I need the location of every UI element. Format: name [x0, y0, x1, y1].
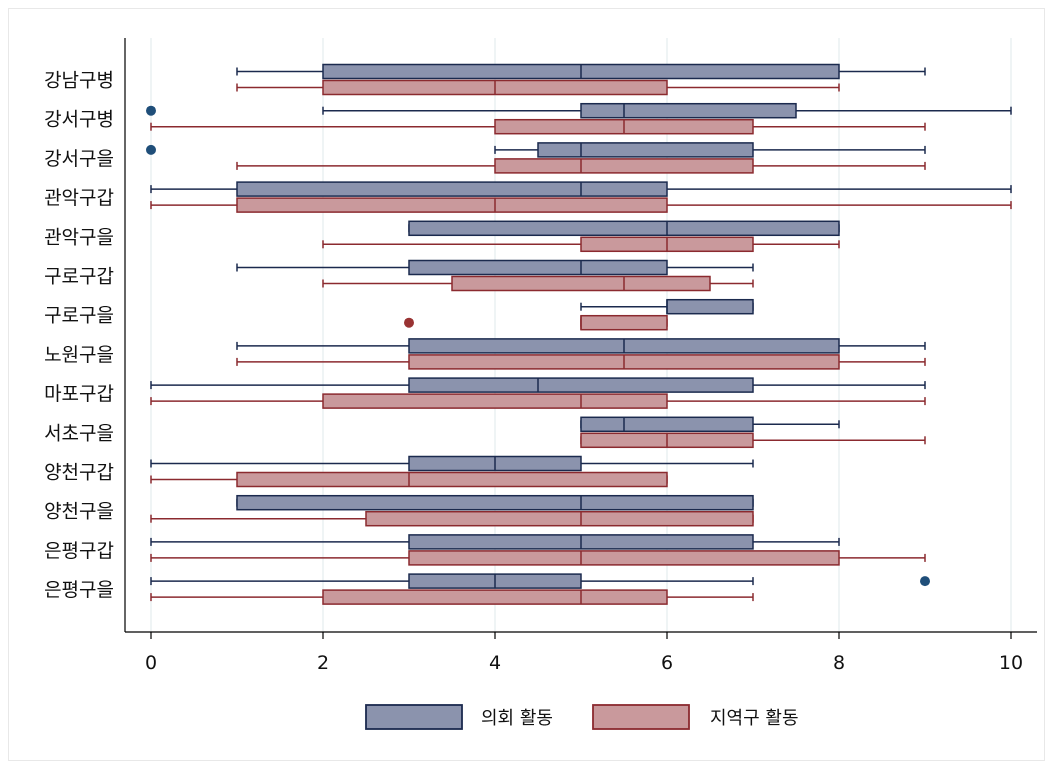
box-group [236, 338, 926, 354]
box-iqr [408, 550, 840, 566]
box-group [150, 550, 926, 566]
box-iqr [451, 275, 711, 292]
box-group [236, 259, 754, 276]
outlier-point [404, 317, 414, 328]
box-group [150, 510, 754, 527]
box-group [236, 79, 840, 96]
box-group [322, 275, 754, 292]
box-iqr [322, 393, 668, 409]
box-group [408, 220, 840, 237]
box-iqr [236, 471, 668, 488]
category-label: 양천구을 [44, 501, 114, 523]
box-iqr [580, 314, 668, 331]
box-group [150, 393, 926, 409]
box-group [150, 589, 754, 605]
box-group [580, 298, 754, 315]
outlier-point [920, 576, 930, 587]
category-label: 은평구을 [44, 579, 114, 601]
box-group [146, 102, 1012, 119]
x-tick-label: 8 [833, 652, 845, 674]
category-label: 구로구갑 [44, 266, 114, 288]
box-group [322, 236, 840, 253]
x-tick-label: 2 [317, 652, 329, 674]
outlier-point [146, 105, 156, 116]
box-iqr [494, 158, 754, 174]
category-label: 관악구갑 [44, 187, 114, 209]
x-tick-label: 10 [999, 652, 1023, 674]
box-group [150, 377, 926, 393]
box-groups [146, 63, 1012, 605]
category-label: 노원구을 [44, 344, 114, 366]
box-iqr [537, 142, 754, 158]
legend-label: 지역구 활동 [710, 708, 799, 729]
category-label: 서초구을 [44, 422, 114, 444]
category-labels: 강남구병강서구병강서구을관악구갑관악구을구로구갑구로구을노원구을마포구갑서초구을… [44, 70, 114, 602]
grid-lines [150, 38, 1012, 632]
box-group [150, 573, 930, 589]
legend-label: 의회 활동 [481, 708, 553, 729]
box-group [580, 432, 926, 449]
box-iqr [408, 259, 668, 276]
box-iqr [408, 220, 840, 237]
category-label: 강서구병 [44, 109, 114, 131]
category-label: 양천구갑 [44, 462, 114, 484]
box-group [404, 314, 668, 331]
box-group [150, 197, 1012, 213]
box-group [236, 354, 926, 370]
box-iqr [580, 416, 754, 433]
box-group [236, 63, 926, 80]
box-group [146, 142, 926, 158]
box-group [150, 118, 926, 135]
x-tick-label: 0 [145, 652, 157, 674]
box-group [236, 494, 754, 511]
box-iqr [365, 510, 754, 527]
category-label: 구로구을 [44, 305, 114, 327]
box-iqr [236, 494, 754, 511]
category-label: 관악구을 [44, 226, 114, 248]
category-label: 강남구병 [44, 70, 114, 92]
x-tick-label: 6 [661, 652, 673, 674]
legend: 의회 활동 지역구 활동 [365, 704, 799, 730]
category-label: 마포구갑 [44, 383, 114, 405]
legend-swatch [592, 704, 690, 730]
axes [124, 38, 1037, 633]
category-label: 은평구갑 [44, 540, 114, 562]
category-label: 강서구을 [44, 148, 114, 170]
box-group [150, 181, 1012, 197]
box-iqr [236, 181, 668, 197]
legend-swatch [365, 704, 463, 730]
box-iqr [666, 298, 754, 315]
box-iqr [236, 197, 668, 213]
x-tick-label: 4 [489, 652, 501, 674]
box-iqr [580, 102, 797, 119]
box-group [236, 158, 926, 174]
box-group [150, 534, 840, 550]
box-iqr [408, 377, 754, 393]
x-ticks: 0 2 4 6 8 10 [145, 632, 1023, 674]
box-group [150, 471, 668, 488]
box-iqr [322, 589, 668, 605]
box-group [150, 455, 754, 472]
box-group [580, 416, 840, 433]
outlier-point [146, 144, 156, 155]
